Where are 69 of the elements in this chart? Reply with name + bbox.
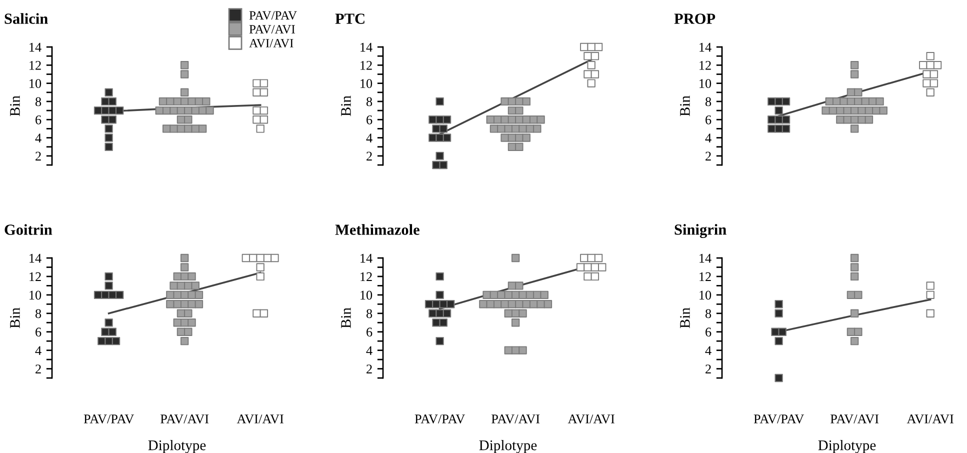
y-tick-label: 6 bbox=[706, 328, 712, 337]
y-tick-label: 8 bbox=[366, 97, 372, 106]
y-tick-label: 12 bbox=[360, 272, 372, 282]
y-axis-title: Bin bbox=[10, 96, 20, 116]
y-tick-label: 8 bbox=[35, 97, 42, 106]
x-tick-label: PAV/AVI bbox=[160, 414, 209, 424]
y-tick-label: 6 bbox=[706, 115, 712, 124]
y-axis-title: Bin bbox=[341, 96, 351, 116]
y-tick-label: 4 bbox=[705, 134, 712, 142]
y-tick-label: 2 bbox=[706, 364, 711, 374]
x-tick-label: PAV/AVI bbox=[492, 414, 540, 424]
y-tick-label: 14 bbox=[30, 42, 42, 52]
y-tick-label: 6 bbox=[366, 115, 372, 124]
x-tick-label: PAV/PAV bbox=[84, 414, 134, 424]
y-tick-label: 12 bbox=[30, 272, 41, 282]
x-tick-label: AVI/AVI bbox=[236, 414, 284, 424]
y-tick-label: 10 bbox=[700, 290, 712, 300]
chart-title: Methimazole bbox=[335, 224, 420, 235]
y-tick-label: 8 bbox=[705, 97, 712, 106]
y-tick-label: 12 bbox=[30, 60, 41, 70]
y-tick-label: 12 bbox=[700, 272, 711, 282]
y-tick-label: 10 bbox=[360, 290, 372, 300]
x-tick-label: AVI/AVI bbox=[568, 414, 614, 424]
y-tick-label: 4 bbox=[705, 346, 712, 355]
x-axis-title: Diplotype bbox=[479, 440, 537, 453]
y-tick-label: 2 bbox=[366, 152, 372, 160]
y-tick-label: 10 bbox=[360, 79, 372, 88]
y-tick-label: 2 bbox=[706, 152, 711, 160]
y-tick-label: 6 bbox=[36, 115, 42, 124]
y-tick-label: 2 bbox=[366, 364, 372, 374]
y-tick-label: 2 bbox=[36, 152, 41, 160]
chart-title: PROP bbox=[674, 14, 716, 24]
x-tick-label: PAV/PAV bbox=[754, 414, 804, 424]
y-axis-title: Bin bbox=[680, 96, 690, 116]
y-tick-label: 14 bbox=[700, 42, 712, 52]
y-tick-label: 10 bbox=[700, 79, 712, 88]
chart-title: PTC bbox=[335, 14, 364, 24]
y-tick-label: 10 bbox=[30, 79, 42, 88]
x-axis-title: Diplotype bbox=[818, 440, 876, 453]
y-axis-title: Bin bbox=[680, 308, 690, 328]
y-tick-label: 14 bbox=[360, 254, 372, 263]
y-tick-label: 8 bbox=[366, 309, 372, 318]
y-tick-label: 12 bbox=[700, 60, 711, 70]
chart-title: Goitrin bbox=[4, 224, 52, 235]
y-tick-label: 14 bbox=[360, 42, 372, 52]
y-tick-label: 4 bbox=[366, 346, 372, 355]
legend-label: AVI/AVI bbox=[249, 39, 294, 48]
y-tick-label: 2 bbox=[36, 364, 41, 374]
legend-label: PAV/AVI bbox=[249, 25, 295, 34]
chart-title: Sinigrin bbox=[674, 224, 726, 238]
y-tick-label: 4 bbox=[35, 134, 42, 142]
x-tick-label: PAV/AVI bbox=[830, 414, 879, 424]
x-tick-label: PAV/PAV bbox=[414, 414, 465, 424]
x-tick-label: AVI/AVI bbox=[906, 414, 954, 424]
y-tick-label: 6 bbox=[36, 328, 42, 337]
x-axis-title: Diplotype bbox=[148, 440, 206, 453]
legend-label: PAV/PAV bbox=[249, 11, 297, 20]
y-tick-label: 10 bbox=[30, 290, 42, 300]
chart-title: Salicin bbox=[4, 13, 48, 24]
y-axis-title: Bin bbox=[10, 308, 20, 328]
y-tick-label: 14 bbox=[30, 254, 42, 263]
y-axis-title: Bin bbox=[341, 308, 351, 328]
y-tick-label: 14 bbox=[700, 254, 712, 263]
y-tick-label: 4 bbox=[366, 134, 372, 142]
y-tick-label: 4 bbox=[35, 346, 42, 355]
y-tick-label: 8 bbox=[35, 309, 42, 318]
y-tick-label: 6 bbox=[366, 328, 372, 337]
y-tick-label: 12 bbox=[360, 60, 372, 70]
y-tick-label: 8 bbox=[705, 309, 712, 318]
